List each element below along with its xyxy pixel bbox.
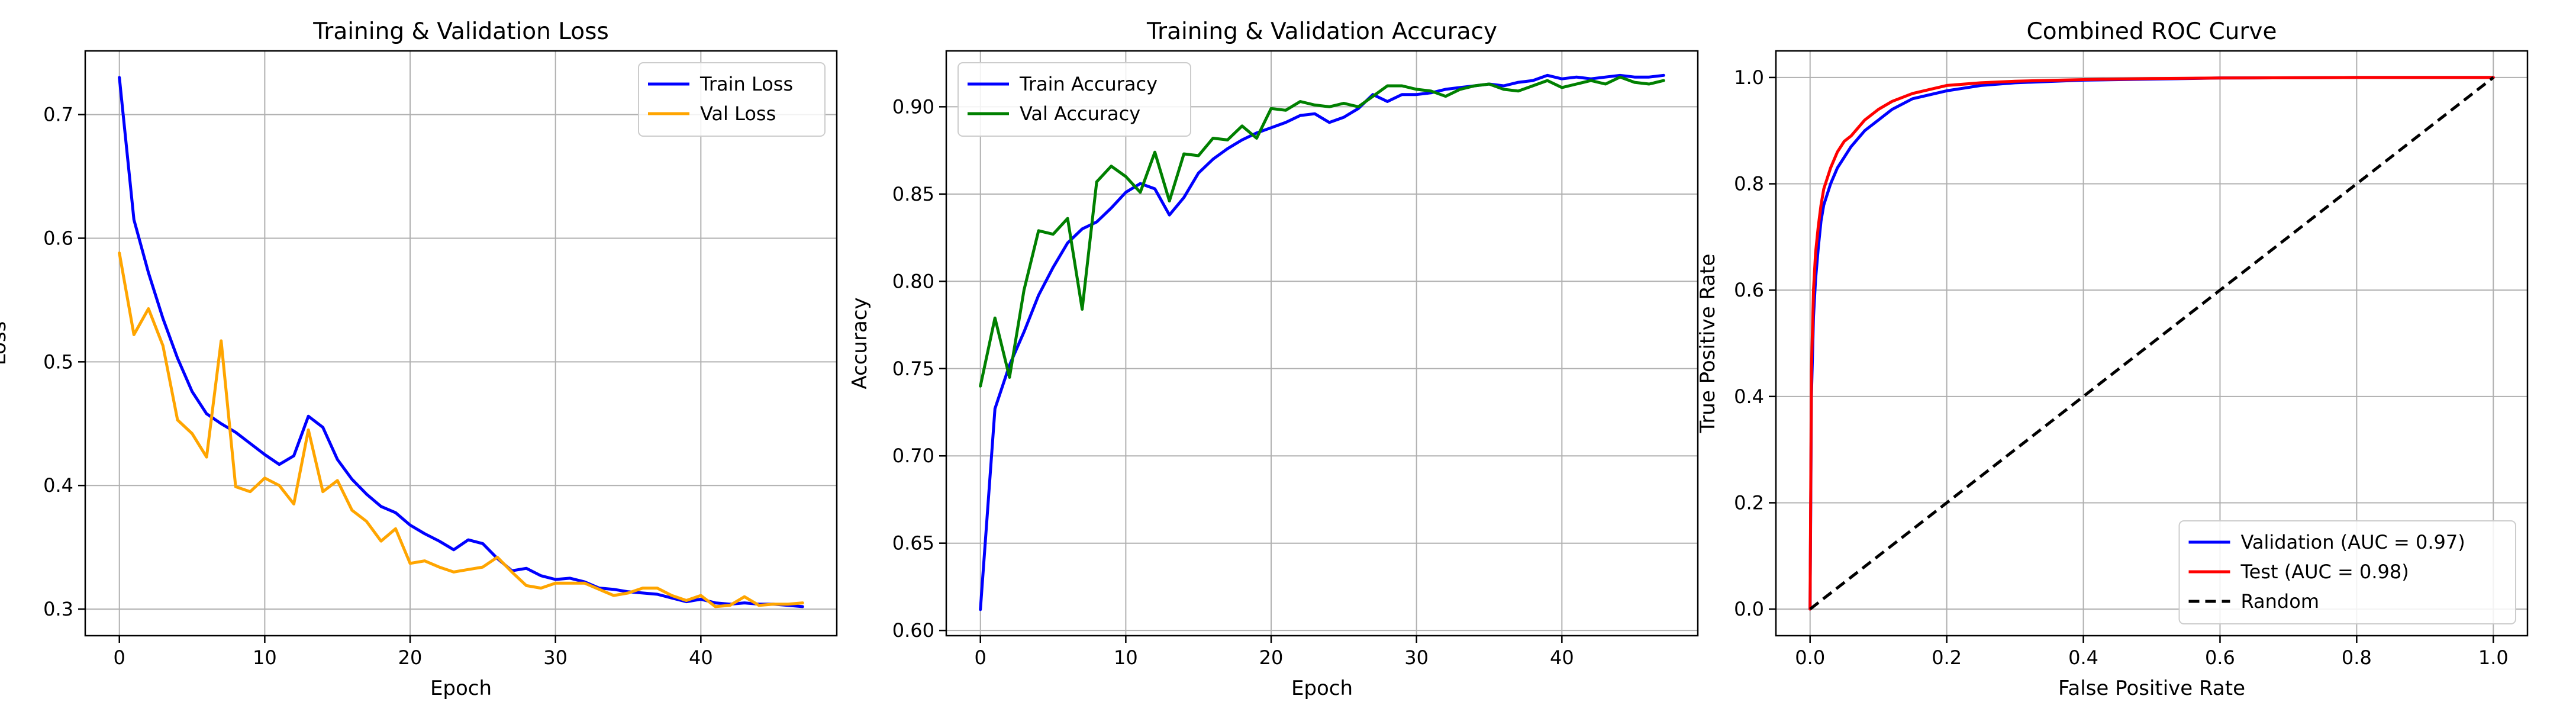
y-tick-label: 0.70 [892,445,934,467]
y-tick-label: 0.7 [43,104,73,126]
y-tick-label: 0.0 [1734,598,1764,620]
legend-label: Test (AUC = 0.98) [2240,561,2409,583]
x-tick-label: 10 [253,646,277,669]
x-tick-label: 40 [689,646,713,669]
y-tick-label: 0.85 [892,183,934,205]
plot-area [118,76,804,608]
x-tick-label: 10 [1114,646,1138,669]
series-line-random [1809,76,2494,611]
legend-label: Random [2241,590,2319,613]
series-line-train-accuracy [979,73,1665,611]
legend-box [2178,520,2516,624]
y-tick-label: 0.4 [1734,385,1764,408]
plot-area [1808,76,2495,611]
y-tick-label: 1.0 [1734,66,1764,89]
x-tick-label: 0 [114,646,125,669]
chart-title: Training & Validation Accuracy [1146,18,1497,45]
y-tick-label: 0.6 [43,227,73,249]
x-tick-label: 20 [1259,646,1284,669]
y-tick-label: 0.5 [43,350,73,373]
chart-panel-2: 0.0 0.2 0.4 0.6 0.8 1.0 0.0 0.2 0.4 0.6 0.8 1.0 Comb… [1696,18,2529,700]
legend: Train Loss Val Loss [638,62,826,137]
y-axis-label: Loss [0,321,11,366]
x-tick-label: 0.0 [1795,646,1825,669]
series-line-test-auc-0-98 [1808,76,2495,611]
legend-label: Validation (AUC = 0.97) [2241,531,2465,553]
y-tick-label: 0.65 [892,532,934,555]
y-tick-label: 0.4 [43,474,73,497]
y-axis-label: True Positive Rate [1696,254,1720,434]
x-tick-label: 0.8 [2342,646,2372,669]
x-axis-label: False Positive Rate [2058,677,2245,700]
y-tick-label: 0.3 [43,598,73,620]
x-tick-label: 1.0 [2478,646,2509,669]
y-tick-label: 0.6 [1734,279,1764,301]
legend-box [957,62,1191,137]
y-axis-label: Accuracy [848,297,872,389]
x-tick-label: 0.2 [1932,646,1962,669]
chart-panel-0: 0 10 20 30 40 0.3 0.4 0.5 0.6 0.7 Training & Valid… [0,18,838,700]
x-tick-label: 0.4 [2068,646,2098,669]
plot-area [979,73,1665,611]
legend: Validation (AUC = 0.97) Test (AUC = 0.98)… [2178,520,2516,624]
y-tick-label: 0.80 [892,270,934,292]
x-tick-label: 0.6 [2205,646,2235,669]
chart-title: Training & Validation Loss [312,18,609,45]
y-tick-label: 0.90 [892,95,934,118]
series-line-val-loss [118,252,804,608]
x-tick-label: 40 [1550,646,1574,669]
y-tick-label: 0.2 [1734,491,1764,514]
x-tick-label: 0 [975,646,986,669]
x-tick-label: 30 [1404,646,1429,669]
axes-frame [84,50,838,637]
legend-label: Train Accuracy [1019,73,1158,95]
y-tick-label: 0.8 [1734,173,1764,195]
axes-frame [1775,50,2529,637]
y-tick-label: 0.60 [892,619,934,642]
x-tick-label: 30 [543,646,568,669]
x-tick-label: 20 [398,646,423,669]
x-axis-label: Epoch [1291,677,1353,700]
legend-box [638,62,826,137]
chart-panel-1: 0 10 20 30 40 0.60 0.65 0.70 0.75 0.80 0.85 0.90 Tra… [848,18,1699,700]
x-axis-label: Epoch [430,677,492,700]
y-tick-label: 0.75 [892,358,934,380]
series-line-train-loss [118,76,804,608]
chart-title: Combined ROC Curve [2026,18,2277,45]
legend-label: Train Loss [699,73,793,95]
axes-frame [945,50,1699,637]
legend-label: Val Loss [700,102,776,125]
series-line-val-accuracy [979,75,1665,388]
legend-label: Val Accuracy [1020,102,1140,125]
legend: Train Accuracy Val Accuracy [957,62,1191,137]
